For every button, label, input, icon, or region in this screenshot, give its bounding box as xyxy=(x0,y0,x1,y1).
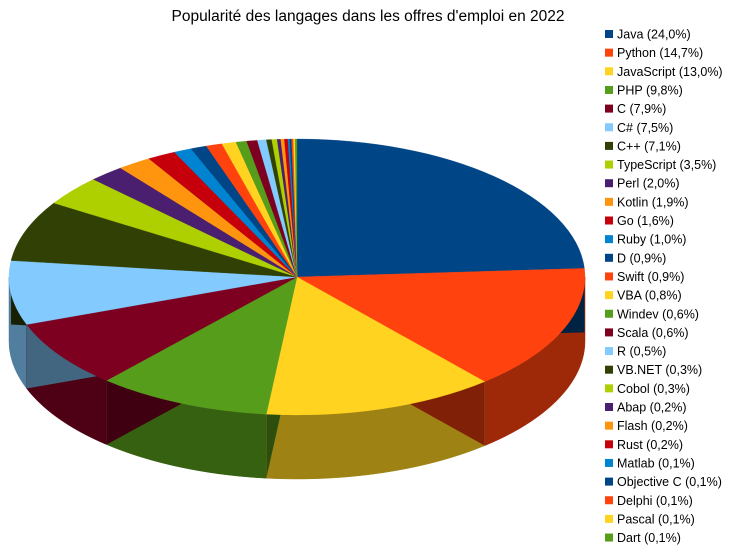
legend-item-javascript: JavaScript (13,0%) xyxy=(605,65,723,79)
legend-swatch xyxy=(605,458,613,467)
legend-item-dart: Dart (0,1%) xyxy=(605,531,681,545)
legend-item-r: R (0,5%) xyxy=(605,345,666,359)
legend-label: VBA (0,8%) xyxy=(617,289,682,303)
legend-swatch xyxy=(605,48,613,57)
legend-label: Cobol (0,3%) xyxy=(617,382,690,396)
legend-label: TypeScript (3,5%) xyxy=(617,158,716,172)
legend-label: Objective C (0,1%) xyxy=(617,475,722,489)
legend-item-java: Java (24,0%) xyxy=(605,28,691,42)
legend-label: C++ (7,1%) xyxy=(617,139,681,153)
legend-swatch xyxy=(605,253,613,262)
legend-swatch xyxy=(605,197,613,206)
legend-item-c: C# (7,5%) xyxy=(605,121,673,135)
legend-swatch xyxy=(605,216,613,225)
legend-label: C (7,9%) xyxy=(617,102,666,116)
legend-label: Pascal (0,1%) xyxy=(617,512,695,526)
legend-label: Abap (0,2%) xyxy=(617,401,686,415)
legend-label: R (0,5%) xyxy=(617,345,666,359)
pie-slice-c xyxy=(8,260,298,325)
legend-swatch xyxy=(605,291,613,300)
legend-item-kotlin: Kotlin (1,9%) xyxy=(605,195,689,209)
legend-label: Perl (2,0%) xyxy=(617,177,680,191)
pie-slice-javascript xyxy=(266,276,486,416)
legend-item-ruby: Ruby (1,0%) xyxy=(605,233,686,247)
legend-item-matlab: Matlab (0,1%) xyxy=(605,456,695,470)
legend-swatch xyxy=(605,421,613,430)
legend-item-go: Go (1,6%) xyxy=(605,214,674,228)
legend-swatch xyxy=(605,440,613,449)
pie-top xyxy=(8,138,586,416)
pie-slice-c xyxy=(26,276,298,381)
legend-swatch xyxy=(605,533,613,542)
legend-item-rust: Rust (0,2%) xyxy=(605,438,683,452)
legend-label: Dart (0,1%) xyxy=(617,531,681,545)
legend-label: Kotlin (1,9%) xyxy=(617,195,689,209)
legend-swatch xyxy=(605,328,613,337)
legend-item-php: PHP (9,8%) xyxy=(605,83,683,97)
legend-swatch xyxy=(605,272,613,281)
legend-label: Rust (0,2%) xyxy=(617,438,683,452)
legend-label: Scala (0,6%) xyxy=(617,326,689,340)
legend-label: Swift (0,9%) xyxy=(617,270,684,284)
legend-item-c: C (7,9%) xyxy=(605,102,666,116)
pie-slice-python xyxy=(296,268,586,382)
legend-swatch xyxy=(605,496,613,505)
legend-swatch xyxy=(605,104,613,113)
legend-swatch xyxy=(605,477,613,486)
legend-item-scala: Scala (0,6%) xyxy=(605,326,689,340)
legend-label: VB.NET (0,3%) xyxy=(617,363,702,377)
legend-swatch xyxy=(605,30,613,38)
legend-item-windev: Windev (0,6%) xyxy=(605,307,699,321)
legend-item-vb-net: VB.NET (0,3%) xyxy=(605,363,702,377)
legend-item-c: C++ (7,1%) xyxy=(605,139,681,153)
legend-label: JavaScript (13,0%) xyxy=(617,65,723,79)
legend-item-vba: VBA (0,8%) xyxy=(605,289,682,303)
legend-swatch xyxy=(605,403,613,411)
legend-swatch xyxy=(605,309,613,318)
legend-swatch xyxy=(605,384,613,393)
legend-item-delphi: Delphi (0,1%) xyxy=(605,494,693,508)
legend-label: D (0,9%) xyxy=(617,251,666,265)
legend-swatch xyxy=(605,123,613,132)
legend-swatch xyxy=(605,141,613,150)
legend-item-cobol: Cobol (0,3%) xyxy=(605,382,690,396)
legend-label: Ruby (1,0%) xyxy=(617,233,686,247)
legend-swatch xyxy=(605,85,613,94)
legend-item-abap: Abap (0,2%) xyxy=(605,401,686,415)
legend-label: Windev (0,6%) xyxy=(617,307,699,321)
legend-item-d: D (0,9%) xyxy=(605,251,666,265)
legend-item-flash: Flash (0,2%) xyxy=(605,419,688,433)
pie-slice-c xyxy=(10,202,298,278)
legend-label: Java (24,0%) xyxy=(617,28,691,42)
legend-swatch xyxy=(605,67,613,76)
pie-slice-php xyxy=(106,276,298,415)
legend-label: Delphi (0,1%) xyxy=(617,494,693,508)
legend-swatch xyxy=(605,235,613,244)
legend-item-perl: Perl (2,0%) xyxy=(605,177,680,191)
legend-item-swift: Swift (0,9%) xyxy=(605,270,684,284)
legend-label: Go (1,6%) xyxy=(617,214,674,228)
legend-label: Matlab (0,1%) xyxy=(617,456,695,470)
legend-label: Flash (0,2%) xyxy=(617,419,688,433)
pie-slice-dart xyxy=(295,138,298,278)
legend-swatch xyxy=(605,347,613,356)
legend-swatch xyxy=(605,365,613,374)
legend-label: Python (14,7%) xyxy=(617,46,703,60)
pie-slice-java xyxy=(296,138,585,278)
legend-label: C# (7,5%) xyxy=(617,121,673,135)
legend-label: PHP (9,8%) xyxy=(617,83,683,97)
legend-swatch xyxy=(605,160,613,169)
legend-swatch xyxy=(605,179,613,188)
legend-item-pascal: Pascal (0,1%) xyxy=(605,512,695,526)
legend-item-python: Python (14,7%) xyxy=(605,46,703,60)
legend: Java (24,0%) Python (14,7%) JavaScript (13… xyxy=(605,28,723,545)
legend-item-typescript: TypeScript (3,5%) xyxy=(605,158,716,172)
legend-item-objective-c: Objective C (0,1%) xyxy=(605,475,722,489)
legend-swatch xyxy=(605,514,613,523)
